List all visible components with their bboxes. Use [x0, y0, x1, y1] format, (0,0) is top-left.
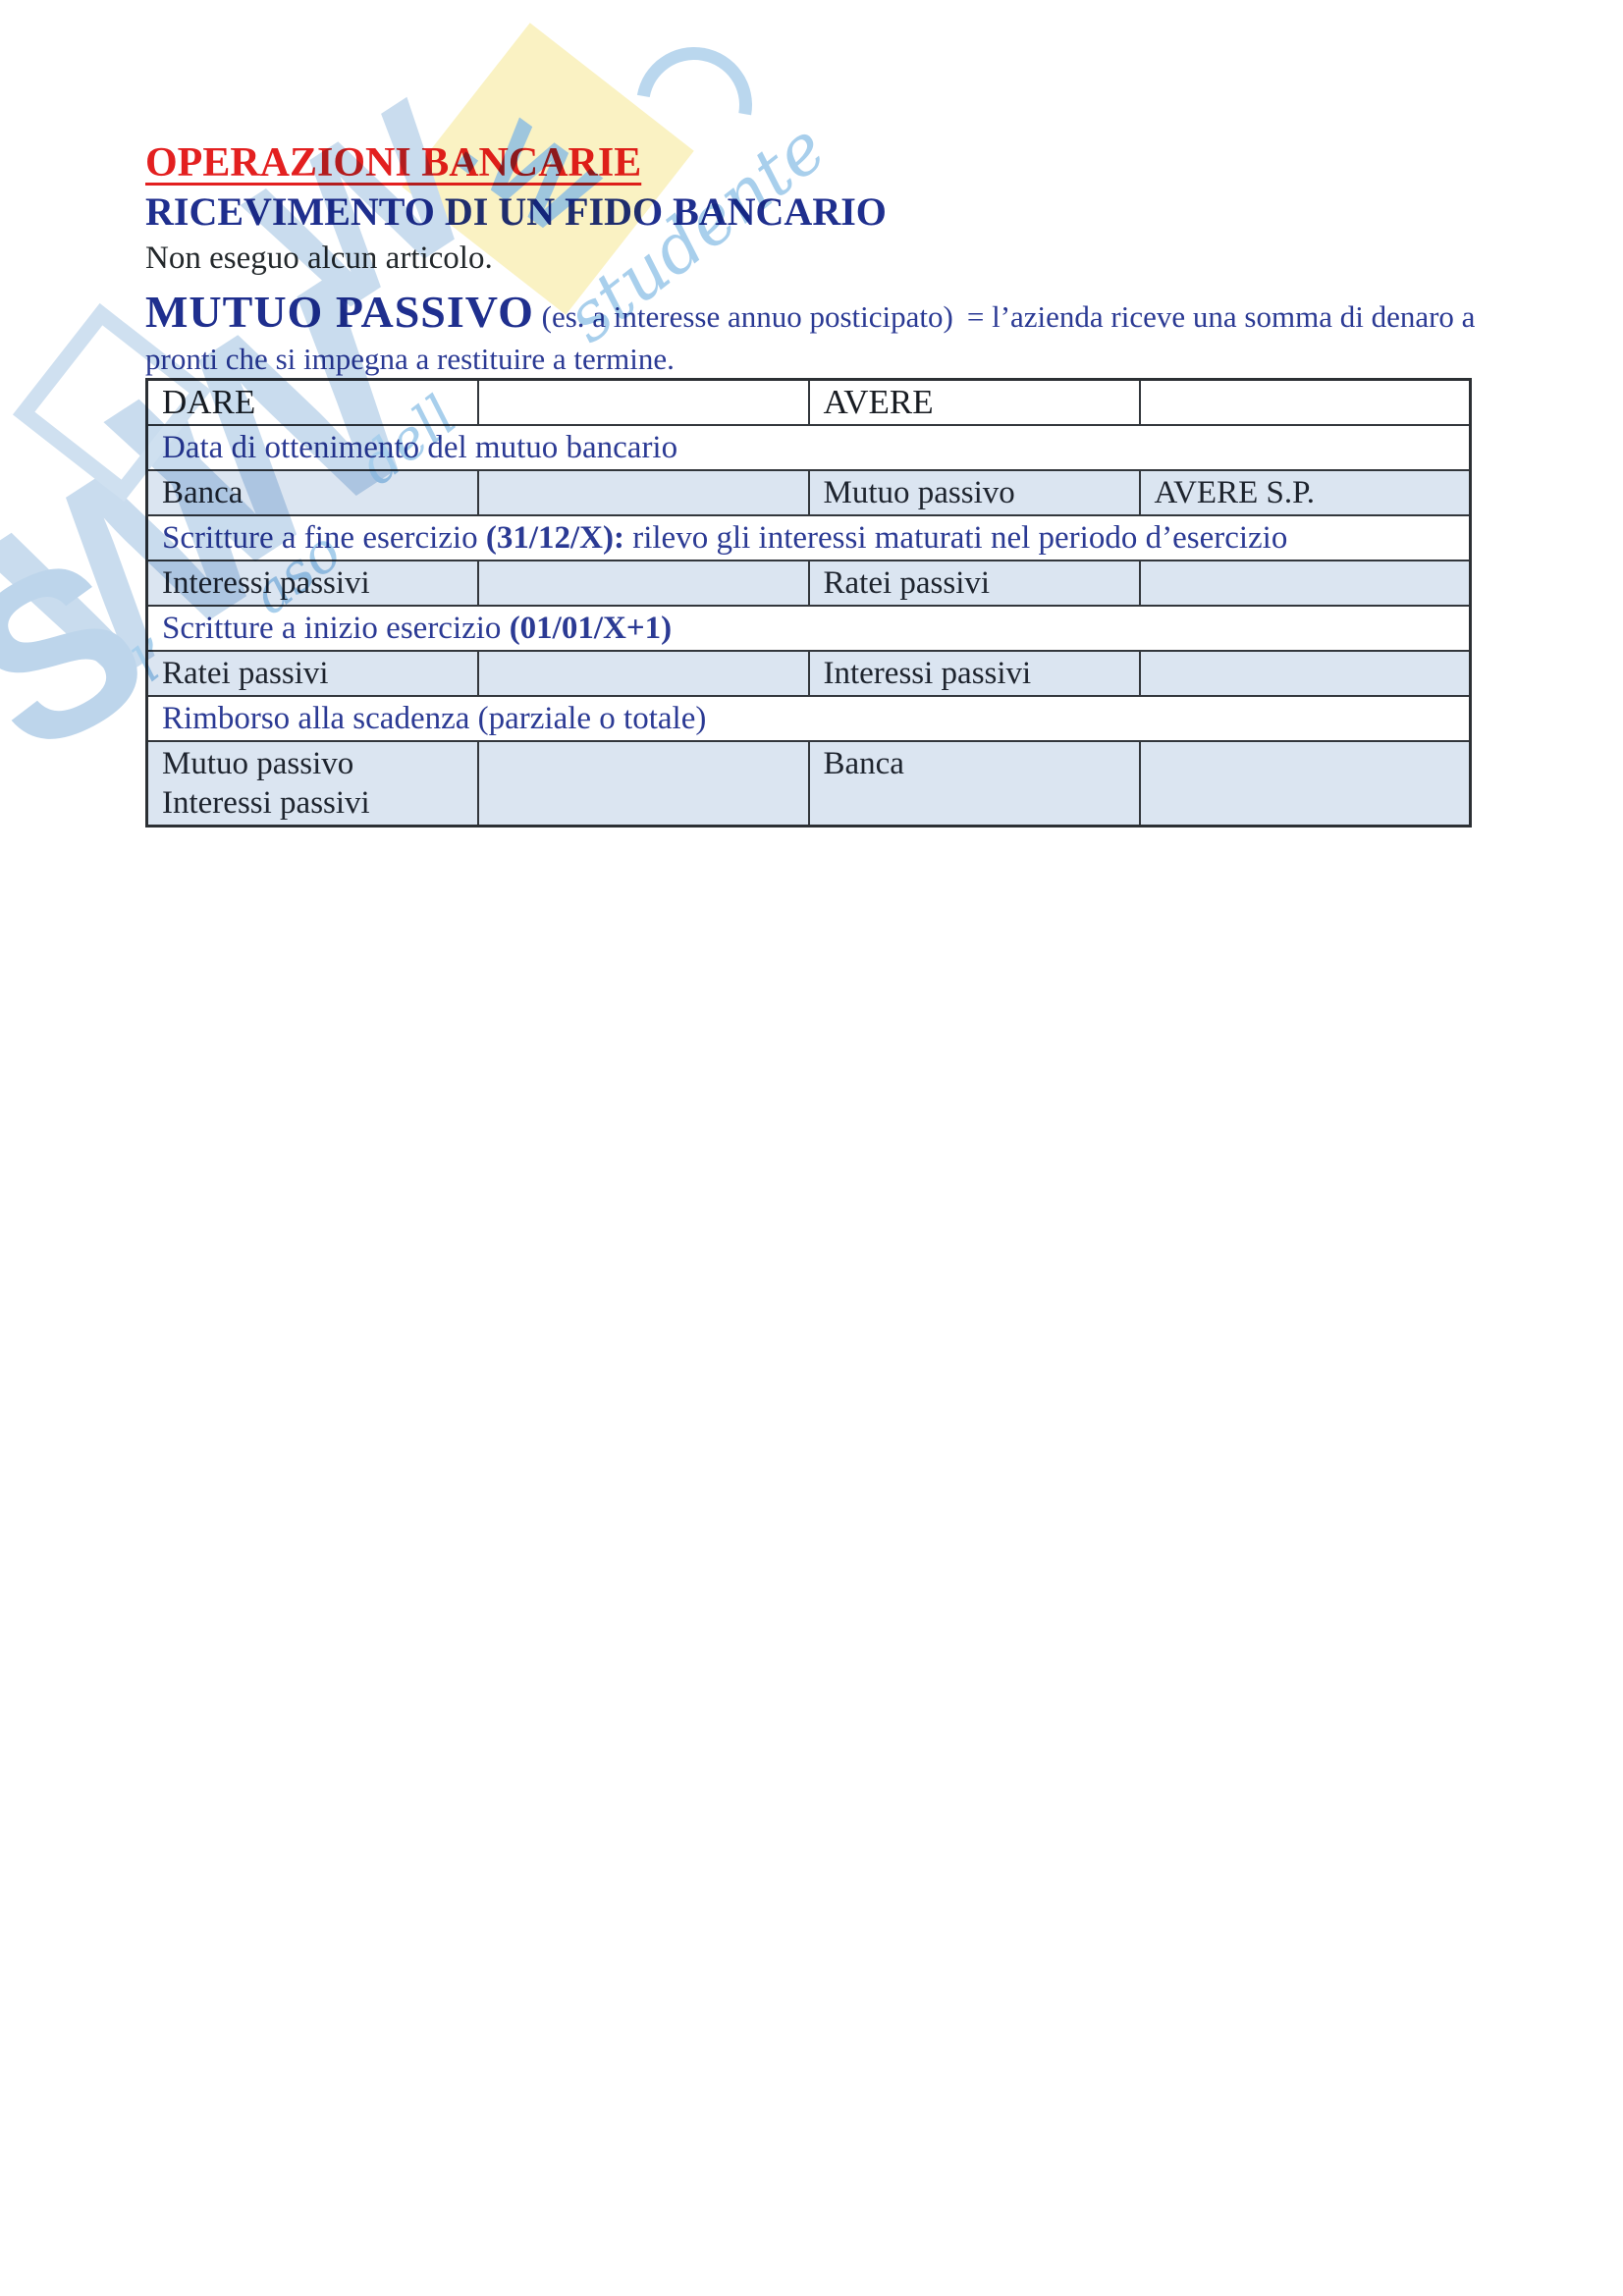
- table-row: Banca Mutuo passivo AVERE S.P.: [145, 469, 1472, 516]
- account-cell: [1138, 560, 1472, 607]
- account-cell: Banca: [807, 740, 1141, 828]
- mutuo-heading: MUTUO PASSIVO: [145, 287, 534, 337]
- account-cell: [476, 560, 810, 607]
- table-row: Scritture a fine esercizio (31/12/X): ri…: [145, 514, 1472, 561]
- ledger-table: DARE AVERE Data di ottenimento del mutuo…: [145, 378, 1472, 828]
- column-header-cell: AVERE: [807, 378, 1141, 426]
- ledger-table-body: DARE AVERE Data di ottenimento del mutuo…: [145, 378, 1472, 828]
- account-cell: Mutuo passivo: [807, 469, 1141, 516]
- account-cell: [1138, 740, 1472, 828]
- column-header-cell: [1138, 378, 1472, 426]
- account-cell: AVERE S.P.: [1138, 469, 1472, 516]
- table-row: DARE AVERE: [145, 378, 1472, 426]
- table-row: Scritture a inizio esercizio (01/01/X+1): [145, 605, 1472, 652]
- table-row: Mutuo passivo Interessi passivi Banca: [145, 740, 1472, 828]
- account-cell: Interessi passivi: [807, 650, 1141, 697]
- table-row: Interessi passivi Ratei passivi: [145, 560, 1472, 607]
- account-cell: Ratei passivi: [807, 560, 1141, 607]
- page-title: OPERAZIONI BANCARIE: [145, 140, 642, 186]
- account-cell: Interessi passivi: [145, 560, 479, 607]
- account-cell: [476, 740, 810, 828]
- section-label-cell: Rimborso alla scadenza (parziale o total…: [145, 695, 1472, 742]
- note-line: Non eseguo alcun articolo.: [145, 240, 493, 276]
- section-label-cell: Scritture a fine esercizio (31/12/X): ri…: [145, 514, 1472, 561]
- section-label-cell: Scritture a inizio esercizio (01/01/X+1): [145, 605, 1472, 652]
- mutuo-paragraph: MUTUO PASSIVO (es. a interesse annuo pos…: [145, 290, 1510, 380]
- account-cell: [476, 469, 810, 516]
- column-header-cell: [476, 378, 810, 426]
- column-header-cell: DARE: [145, 378, 479, 426]
- table-row: Rimborso alla scadenza (parziale o total…: [145, 695, 1472, 742]
- mutuo-paren: (es. a interesse annuo posticipato): [541, 299, 953, 334]
- table-row: Ratei passivi Interessi passivi: [145, 650, 1472, 697]
- table-row: Data di ottenimento del mutuo bancario: [145, 424, 1472, 471]
- account-cell: Banca: [145, 469, 479, 516]
- account-cell: Mutuo passivo Interessi passivi: [145, 740, 479, 828]
- account-cell: Ratei passivi: [145, 650, 479, 697]
- section-label-cell: Data di ottenimento del mutuo bancario: [145, 424, 1472, 471]
- account-cell: [476, 650, 810, 697]
- section-heading: RICEVIMENTO DI UN FIDO BANCARIO: [145, 189, 887, 234]
- mutuo-definition-line1: = l’azienda riceve una somma di denaro a: [966, 299, 1476, 334]
- account-cell: [1138, 650, 1472, 697]
- mutuo-definition-line2: pronti che si impegna a restituire a ter…: [145, 342, 675, 376]
